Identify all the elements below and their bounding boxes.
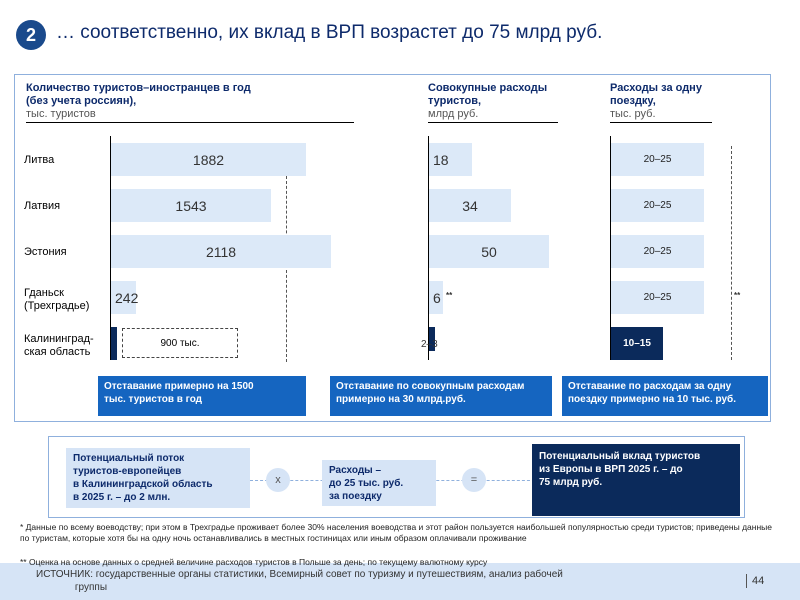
formula-spending-box: Расходы – до 25 тыс. руб. за поездку [322,460,436,506]
equals-operator: = [462,468,486,492]
spending-gdansk-footnote-mark: ** [446,291,453,300]
tourists-bar-gdansk: 242 [111,281,139,314]
per-trip-column-unit: тыс. руб. [610,108,656,120]
spending-value-label-lithuania: 18 [433,151,449,168]
per-trip-gdansk-footnote-mark: ** [734,291,741,300]
tourists-value-label-estonia: 2118 [205,243,237,260]
footnote-two: ** Оценка на основе данных о средней вел… [20,557,488,567]
page-title: … соответственно, их вклад в ВРП возраст… [56,22,603,43]
per-trip-column-title: Расходы за одну поездку, [610,82,702,107]
page-number: 44 [752,575,765,587]
per-trip-bar-gdansk: 20–25 [611,281,704,314]
tourists-axis [110,136,111,360]
per-trip-value-label-kaliningrad: 10–15 [623,338,651,349]
per-trip-bar-kaliningrad: 10–15 [611,327,663,360]
row-label-kaliningrad: Калининград- ская область [24,333,94,358]
tourists-target-box: 900 тыс. [122,328,238,358]
spending-column-header: Совокупные расходы туристов, млрд руб. [428,82,568,121]
per-trip-value-label-lithuania: 20–25 [643,154,672,165]
tourists-header-rule [26,122,354,123]
spending-bar-lithuania: 18 [429,143,472,176]
per-trip-bar-lithuania: 20–25 [611,143,704,176]
slide-number-badge: 2 [16,20,46,50]
row-label-latvia: Латвия [24,200,61,212]
tourists-bar-estonia: 2118 [111,235,331,268]
multiply-operator: x [266,468,290,492]
per-trip-column-header: Расходы за одну поездку, тыс. руб. [610,82,750,121]
source-note: ИСТОЧНИК: государственные органы статист… [36,569,563,593]
formula-flow-box: Потенциальный поток туристов-европейцев … [66,448,250,508]
tourists-column-header: Количество туристов–иностранцев в год (б… [26,82,356,121]
tourists-value-label-latvia: 1543 [175,197,207,214]
per-trip-header-rule [610,122,712,123]
spending-bar-latvia: 34 [429,189,511,222]
spending-value-label-gdansk: 6 [433,289,441,306]
row-label-estonia: Эстония [24,246,67,258]
chart-frame [14,74,771,422]
source-band [0,563,800,600]
tourists-value-label-gdansk: 242 [115,289,139,306]
spending-column-unit: млрд руб. [428,108,479,120]
formula-result-box: Потенциальный вклад туристов из Европы в… [532,444,740,516]
spending-value-label-kaliningrad: 2–3 [421,339,438,350]
spending-bar-kaliningrad [429,327,435,351]
per-trip-value-label-estonia: 20–25 [643,246,672,257]
spending-column-title: Совокупные расходы туристов, [428,82,548,107]
row-label-lithuania: Литва [24,154,55,166]
tourists-bar-latvia: 1543 [111,189,271,222]
tourists-column-unit: тыс. туристов [26,108,96,120]
spending-axis [428,136,429,360]
spending-value-label-latvia: 34 [462,197,478,214]
tourists-value-label-lithuania: 1882 [192,151,225,168]
tourists-gap-callout: Отставание примерно на 1500 тыс. туристо… [98,376,306,416]
row-label-gdansk: Гданьск (Трехградье) [24,287,90,312]
per-trip-bar-latvia: 20–25 [611,189,704,222]
spending-header-rule [428,122,558,123]
tourists-column-title: Количество туристов–иностранцев в год (б… [26,82,251,107]
per-trip-gap-callout: Отставание по расходам за одну поездку п… [562,376,768,416]
per-trip-value-label-gdansk: 20–25 [643,292,672,303]
spending-value-label-estonia: 50 [481,243,497,260]
formula-frame [48,436,745,518]
spending-gap-callout: Отставание по совокупным расходам пример… [330,376,552,416]
spending-bar-estonia: 50 [429,235,549,268]
spending-bar-gdansk: 6 [429,281,443,314]
tourists-bar-lithuania: 1882 [111,143,306,176]
per-trip-reference-line [731,146,732,360]
per-trip-value-label-latvia: 20–25 [643,200,672,211]
page-number-separator [746,574,747,588]
tourists-bar-kaliningrad [111,327,117,360]
per-trip-bar-estonia: 20–25 [611,235,704,268]
per-trip-axis [610,136,611,360]
tourists-reference-line [286,176,287,362]
footnote-one: * Данные по всему воеводству; при этом в… [20,522,772,543]
